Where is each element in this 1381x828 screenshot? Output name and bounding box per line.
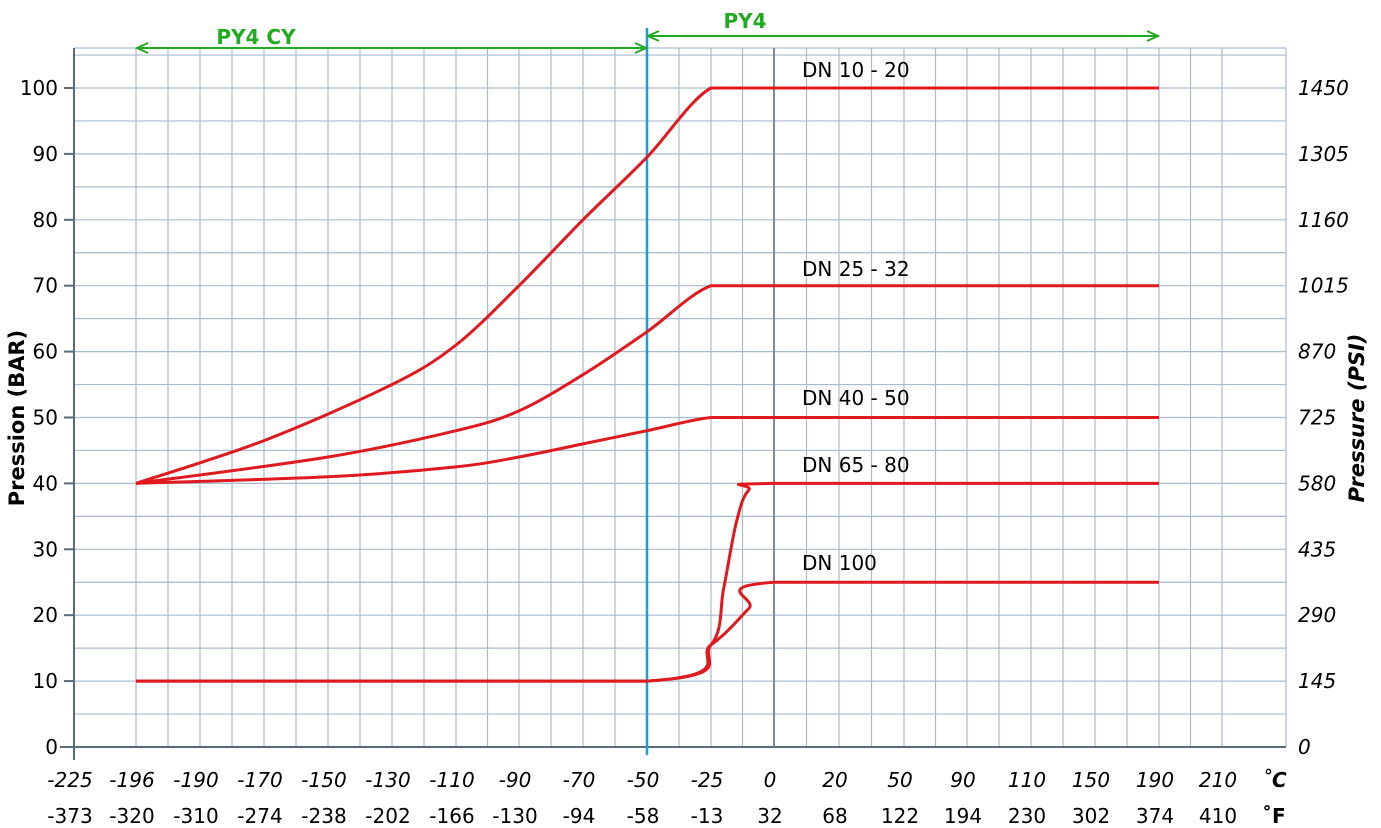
x-tick-label-celsius: -25 [691,768,724,792]
x-tick-label-fahrenheit: -320 [109,804,154,828]
x-tick-label-fahrenheit: 32 [757,804,782,828]
series-label: DN 40 - 50 [802,386,910,410]
y-tick-label-psi: 1160 [1298,208,1349,232]
x-tick-label-fahrenheit: -94 [563,804,596,828]
x-tick-label-fahrenheit: -58 [627,804,660,828]
x-tick-label-celsius: -130 [365,768,410,792]
grid [74,47,1287,747]
range-arrow-head-left [134,42,149,54]
x-tick-label-fahrenheit: 410 [1199,804,1237,828]
range-arrow-head-left [645,30,660,42]
series-label: DN 25 - 32 [802,257,910,281]
x-unit-fahrenheit: ˚F [1262,804,1286,828]
x-tick-label-celsius: -225 [47,768,92,792]
x-tick-label-celsius: -170 [237,768,282,792]
y-tick-label-psi: 1305 [1298,142,1349,166]
x-tick-label-celsius: 20 [822,768,847,792]
y-axis-title-right: Pressure (PSI) [1345,334,1369,503]
x-tick-label-fahrenheit: -310 [173,804,218,828]
y-tick-label-psi: 1015 [1298,274,1349,298]
x-tick-label-fahrenheit: -202 [365,804,410,828]
y-tick-label-psi: 145 [1298,669,1336,693]
y-tick-label-psi: 435 [1298,537,1336,561]
x-tick-label-celsius: 110 [1008,768,1046,792]
range-label: PY4 CY [216,25,296,49]
y-tick-label-bar: 70 [33,274,58,298]
y-tick-label-psi: 1450 [1298,76,1349,100]
x-unit-celsius: ˚C [1262,768,1287,792]
series-label: DN 10 - 20 [802,58,910,82]
x-tick-label-celsius: 150 [1072,768,1110,792]
x-tick-label-celsius: -190 [173,768,218,792]
x-tick-label-fahrenheit: -166 [429,804,474,828]
x-tick-label-fahrenheit: -238 [301,804,346,828]
series-line [136,580,1159,683]
x-tick-label-fahrenheit: -130 [492,804,537,828]
y-axis-title-left: Pression (BAR) [5,330,29,507]
y-tick-label-bar: 60 [33,340,58,364]
x-tick-label-celsius: -90 [499,768,532,792]
x-tick-label-fahrenheit: 374 [1136,804,1174,828]
x-tick-label-celsius: 190 [1136,768,1174,792]
series-line [136,481,1159,683]
y-tick-label-psi: 725 [1298,406,1336,430]
x-tick-label-celsius: 50 [887,768,912,792]
x-tick-label-celsius: -70 [563,768,596,792]
x-tick-label-fahrenheit: -274 [237,804,282,828]
x-tick-label-fahrenheit: 68 [822,804,847,828]
x-tick-label-celsius: -196 [109,768,154,792]
y-tick-label-bar: 10 [33,669,58,693]
series-line [135,416,1159,485]
x-tick-label-celsius: 0 [764,768,777,792]
series-line [135,284,1159,485]
x-tick-label-celsius: -50 [627,768,660,792]
y-tick-label-bar: 50 [33,406,58,430]
series-label: DN 100 [802,551,877,575]
y-tick-label-bar: 40 [33,471,58,495]
range-arrow-head-right [1146,30,1161,42]
x-tick-label-fahrenheit: 194 [944,804,982,828]
x-tick-label-fahrenheit: -13 [691,804,724,828]
x-tick-label-fahrenheit: 122 [881,804,919,828]
series-label: DN 65 - 80 [802,453,910,477]
x-tick-label-celsius: -110 [429,768,474,792]
range-arrow-head-right [634,42,649,54]
y-tick-label-bar: 20 [33,603,58,627]
y-tick-label-psi: 870 [1298,340,1336,364]
y-tick-label-bar: 0 [45,735,58,759]
y-tick-label-psi: 0 [1298,735,1311,759]
series-line [135,86,1159,485]
x-tick-label-fahrenheit: -373 [47,804,92,828]
y-tick-label-psi: 290 [1298,603,1336,627]
series [135,86,1159,683]
x-tick-label-celsius: 90 [950,768,975,792]
y-tick-label-bar: 100 [20,76,58,100]
x-tick-label-fahrenheit: 230 [1008,804,1046,828]
y-tick-label-bar: 30 [33,537,58,561]
axes [60,28,1286,760]
x-tick-label-celsius: 210 [1199,768,1237,792]
y-tick-label-psi: 580 [1298,471,1336,495]
x-tick-label-fahrenheit: 302 [1072,804,1110,828]
y-tick-label-bar: 90 [33,142,58,166]
x-tick-label-celsius: -150 [301,768,346,792]
range-label: PY4 [723,9,766,33]
y-tick-label-bar: 80 [33,208,58,232]
labels: 0 0 10 145 20 290 30 435 40 580 50 725 60 870 70 1015 80… [20,9,1349,828]
